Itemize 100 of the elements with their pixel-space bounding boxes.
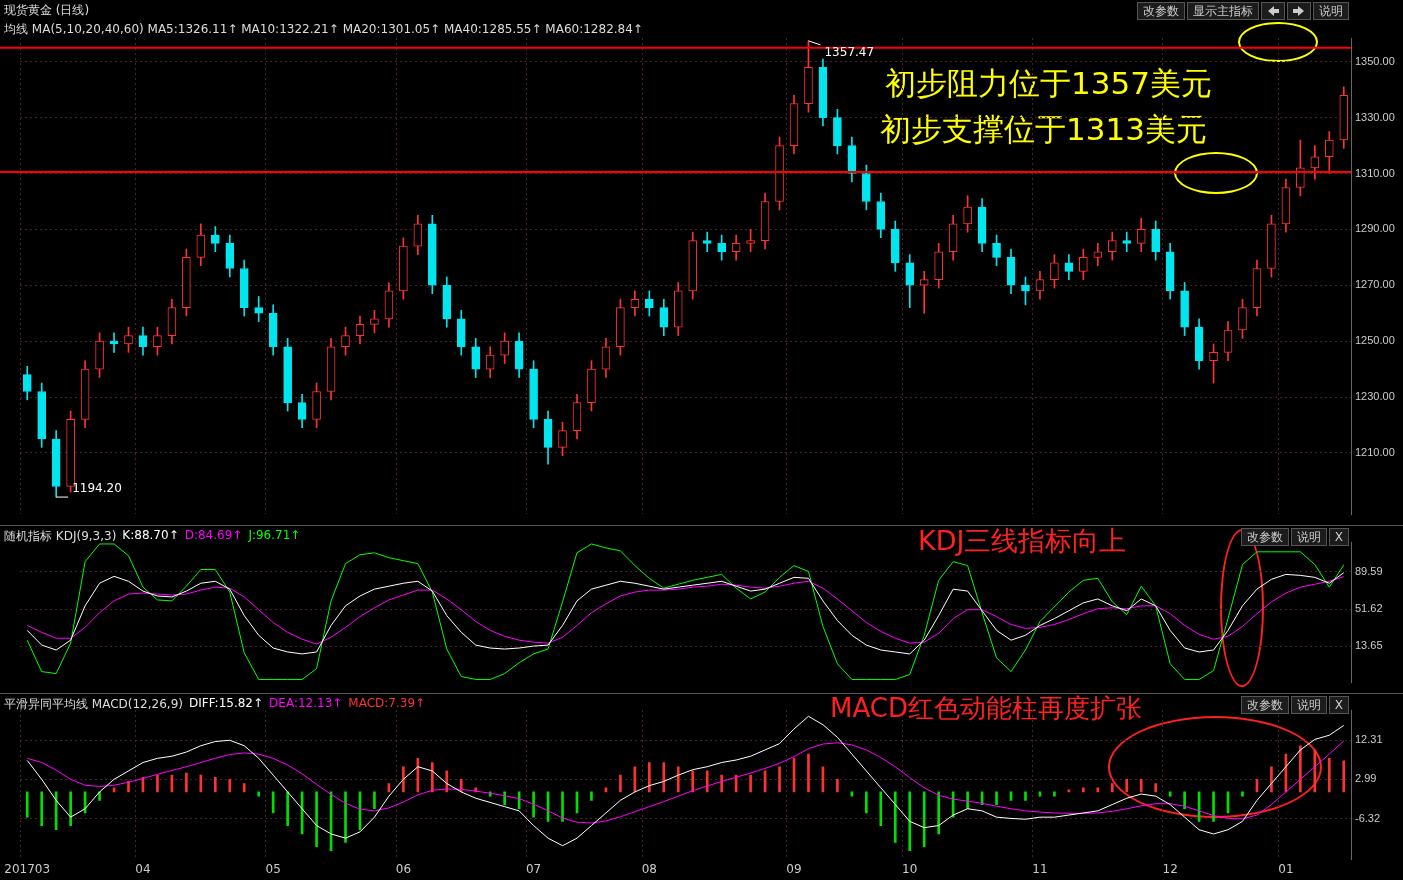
bar — [344, 791, 347, 843]
y-tick-label: 1210.00 — [1355, 445, 1395, 458]
bar — [937, 791, 941, 835]
y-tick-label: 13.65 — [1355, 639, 1383, 652]
text: DIFF:15.82↑ — [188, 696, 264, 712]
annotation: 1357.47 — [824, 45, 875, 59]
annotation: 初步阻力位于1357美元 — [885, 65, 1212, 101]
bar — [1096, 787, 1100, 793]
bar — [893, 791, 897, 843]
bar — [503, 791, 506, 805]
bar — [1270, 766, 1273, 793]
y-tick-label: 1310.00 — [1355, 166, 1395, 179]
y-tick-label: -6.32 — [1355, 811, 1381, 824]
bar — [676, 766, 680, 793]
text: DEA:12.13↑ — [269, 696, 343, 712]
chart-title: 平滑异同平均线 MACD(12,26,9) — [4, 696, 183, 713]
text: 显示主指标 — [1187, 2, 1259, 20]
bar — [1212, 791, 1215, 822]
y-tick-label: 1270.00 — [1355, 278, 1395, 291]
bar — [402, 766, 405, 793]
y-tick-label: 1350.00 — [1355, 54, 1395, 67]
bar — [532, 791, 535, 818]
y-tick-label: 1250.00 — [1355, 334, 1395, 347]
bar — [257, 791, 261, 797]
bar — [1125, 779, 1129, 793]
bar — [228, 779, 232, 793]
bar — [836, 779, 839, 793]
y-tick-label: 2.99 — [1355, 772, 1377, 785]
annotation: KDJ三线指标向上 — [918, 525, 1127, 556]
x-tick-label: 201703 — [4, 861, 51, 876]
bar — [1342, 760, 1346, 793]
bar — [40, 791, 44, 826]
annotation: 改参数 — [1240, 528, 1289, 546]
bar — [1139, 779, 1143, 793]
bar — [1183, 791, 1186, 810]
bar — [213, 776, 217, 793]
candlestick — [919, 270, 929, 314]
bar — [156, 774, 159, 793]
y-tick-label: 51.62 — [1355, 602, 1383, 615]
annotation: 说明 — [1290, 528, 1327, 546]
x-tick-label: 05 — [265, 861, 281, 876]
bar — [1241, 791, 1244, 797]
y-tick-label: 1290.00 — [1355, 222, 1395, 235]
bar — [185, 772, 188, 793]
bar — [807, 753, 810, 793]
bar — [778, 766, 781, 793]
x-tick-label: 06 — [395, 861, 412, 876]
chart-title: 现货黄金 (日线) — [4, 2, 90, 19]
bar — [648, 762, 651, 793]
bar — [720, 774, 723, 793]
text: J:96.71↑ — [248, 528, 301, 544]
text: MACD:7.39↑ — [348, 696, 426, 712]
bar — [922, 791, 926, 847]
bar — [908, 791, 912, 852]
bar — [1053, 791, 1056, 797]
text: D:84.69↑ — [184, 528, 243, 544]
bar — [430, 762, 434, 793]
x-tick-label: 08 — [641, 861, 657, 876]
bar — [705, 770, 709, 793]
text: 说明 — [1313, 2, 1349, 20]
y-tick-label: 1330.00 — [1355, 110, 1395, 123]
bar — [1110, 783, 1114, 793]
x-tick-label: 11 — [1032, 861, 1048, 876]
bar — [590, 791, 593, 801]
bar — [995, 791, 998, 805]
bar — [879, 791, 883, 826]
bar — [1299, 745, 1302, 793]
bar — [69, 791, 72, 826]
bar — [271, 791, 275, 814]
x-tick-label: 10 — [902, 861, 918, 876]
chart-subtitle: 均线 MA(5,10,20,40,60) MA5:1326.11↑ MA10:1322.21↑ MA20:1301.05↑ MA40:1285.55↑ MA60:1282.84↑ — [4, 21, 643, 38]
bar — [561, 791, 564, 822]
x-tick-label: 12 — [1162, 861, 1178, 876]
annotation: MACD红色动能柱再度扩张 — [830, 693, 1142, 723]
bar — [25, 791, 29, 818]
y-tick-label: 89.59 — [1355, 564, 1383, 577]
x-tick-label: 04 — [135, 861, 151, 876]
bar — [315, 791, 318, 847]
x-tick-label: 09 — [786, 861, 802, 876]
annotation: X — [1328, 696, 1349, 714]
annotation: 说明 — [1290, 696, 1327, 714]
y-tick-label: 1230.00 — [1355, 390, 1395, 403]
bar — [619, 774, 622, 793]
bar — [1024, 791, 1027, 801]
annotation: X — [1328, 528, 1349, 546]
bar — [865, 791, 868, 814]
x-tick-label: 07 — [525, 861, 542, 876]
text: 改参数 — [1137, 2, 1185, 20]
annotation: 改参数 — [1240, 696, 1289, 714]
bar — [242, 783, 246, 793]
x-tick-label: 01 — [1278, 861, 1294, 876]
bar — [373, 791, 376, 810]
chart-title: 随机指标 KDJ(9,3,3) — [4, 528, 117, 545]
y-tick-label: 12.31 — [1355, 733, 1383, 746]
bar — [1327, 758, 1331, 793]
bar — [662, 762, 666, 793]
text: K:88.70↑ — [122, 528, 179, 544]
bar — [749, 774, 752, 793]
bar — [1154, 783, 1158, 793]
bar — [1082, 787, 1085, 793]
